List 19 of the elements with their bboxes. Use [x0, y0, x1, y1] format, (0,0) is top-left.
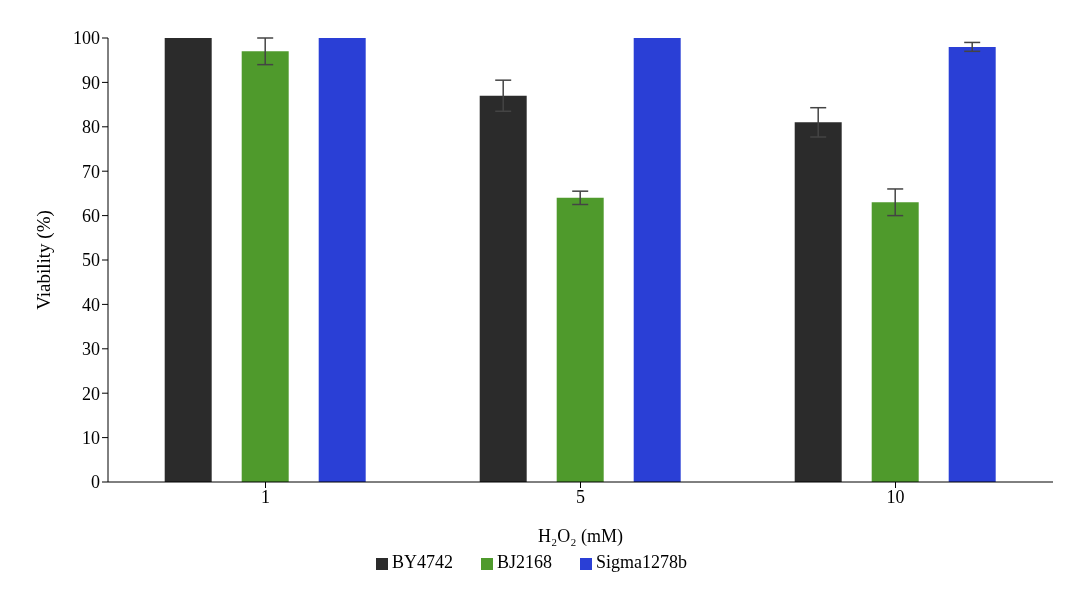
y-tick-label: 0 [91, 472, 100, 493]
y-tick-label: 90 [82, 72, 100, 93]
y-tick-label: 20 [82, 383, 100, 404]
legend-label: BJ2168 [496, 552, 552, 572]
y-tick-label: 40 [82, 294, 100, 315]
x-tick-label: 10 [886, 486, 905, 507]
y-tick-label: 10 [82, 427, 100, 448]
y-tick-label: 100 [73, 28, 100, 49]
legend-label: Sigma1278b [596, 552, 688, 572]
y-tick-label: 80 [82, 117, 100, 138]
x-tick-label: 1 [261, 486, 270, 507]
x-tick-label: 5 [576, 486, 585, 507]
legend-label: BY4742 [391, 552, 453, 572]
y-tick-label: 50 [82, 250, 100, 271]
y-axis-title: Viability (%) [32, 210, 55, 310]
x-axis-title: H₂O₂ (mM) [537, 526, 624, 547]
y-tick-label: 70 [82, 161, 100, 182]
y-tick-label: 30 [82, 339, 100, 360]
y-tick-label: 60 [82, 205, 100, 226]
